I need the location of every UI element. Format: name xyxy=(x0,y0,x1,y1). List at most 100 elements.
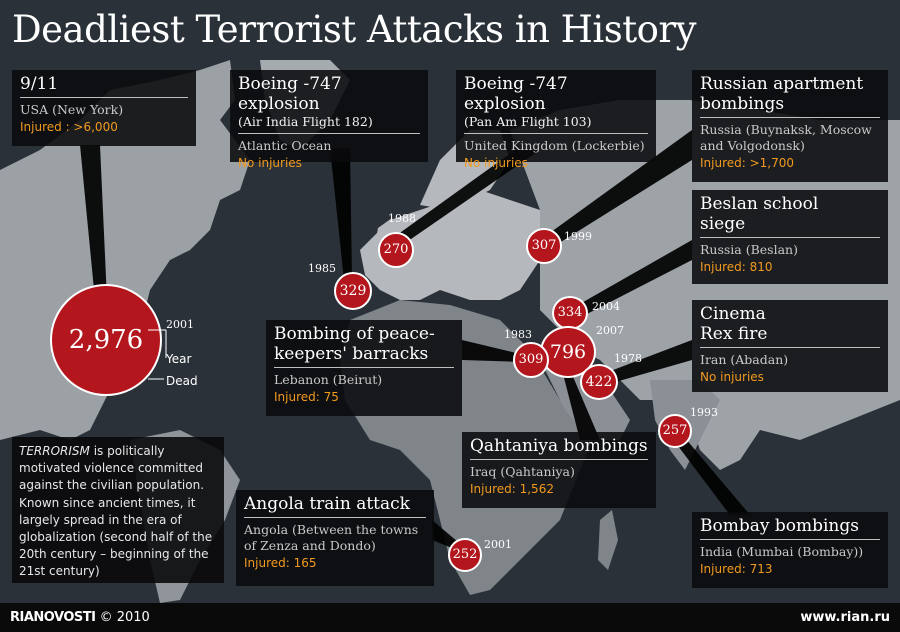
card-rex-injured: No injuries xyxy=(700,370,764,384)
marker-pan-am: 270 xyxy=(378,232,414,268)
card-angola: Angola train attack Angola (Between the … xyxy=(236,490,434,586)
pointer-rex xyxy=(600,340,692,385)
divider xyxy=(20,97,188,98)
card-qahtaniya-title: Qahtaniya bombings xyxy=(470,436,648,456)
footer: RIANOVOSTI © 2010 www.rian.ru xyxy=(0,603,900,632)
card-air-india-injured: No injuries xyxy=(238,156,302,170)
definition-line-7: 20th century – beginning of the xyxy=(19,547,209,562)
card-russian-location-1: Russia (Buynaksk, Moscow xyxy=(700,122,872,137)
card-beirut-injured: Injured: 75 xyxy=(274,390,339,404)
marker-bombay-year: 1993 xyxy=(690,406,718,419)
card-bombay-title: Bombay bombings xyxy=(700,516,859,536)
divider xyxy=(274,367,454,368)
card-qahtaniya: Qahtaniya bombings Iraq (Qahtaniya) Inju… xyxy=(462,432,656,508)
card-beirut-location: Lebanon (Beirut) xyxy=(274,372,383,387)
page-title: Deadliest Terrorist Attacks in History xyxy=(12,8,696,51)
pointer-beirut xyxy=(462,340,525,362)
card-russian-title-2: bombings xyxy=(700,94,785,114)
pointer-air-india xyxy=(330,148,352,280)
pointer-bombay xyxy=(672,432,750,515)
card-air-india-title: Boeing -747 explosion xyxy=(238,74,342,114)
card-angola-title: Angola train attack xyxy=(244,494,410,514)
card-pan-am: Boeing -747 explosion (Pan Am Flight 103… xyxy=(456,70,656,170)
marker-beslan: 334 xyxy=(552,296,588,330)
terrorism-definition: TERRORISM is politically motivated viole… xyxy=(12,437,224,583)
divider xyxy=(464,133,648,134)
divider xyxy=(238,133,420,134)
marker-air-india-year: 1985 xyxy=(308,262,336,275)
europe-landmass xyxy=(360,190,540,300)
card-beslan: Beslan school siege Russia (Beslan) Inju… xyxy=(692,190,888,284)
marker-angola: 252 xyxy=(448,538,482,572)
card-bombay-location: India (Mumbai (Bombay)) xyxy=(700,544,864,559)
definition-term: TERRORISM xyxy=(19,444,90,458)
legend-connector-lines xyxy=(148,329,167,380)
card-bombay-injured: Injured: 713 xyxy=(700,562,773,576)
card-qahtaniya-location: Iraq (Qahtaniya) xyxy=(470,464,575,479)
marker-pan-am-year: 1988 xyxy=(388,212,416,225)
marker-air-india: 329 xyxy=(334,272,372,310)
legend-year-label: Year xyxy=(166,352,192,366)
definition-line-4: Known since ancient times, it xyxy=(19,495,196,510)
card-angola-location-1: Angola (Between the towns xyxy=(244,522,419,537)
arabia-landmass xyxy=(540,360,630,440)
card-rex-title-2: Rex fire xyxy=(700,324,768,344)
card-air-india: Boeing -747 explosion (Air India Flight … xyxy=(230,70,428,170)
definition-line-2: motivated violence committed xyxy=(19,461,204,476)
marker-cinema-rex: 422 xyxy=(580,364,618,400)
marker-angola-year: 2001 xyxy=(484,538,512,551)
card-angola-location-2: of Zenza and Dondo) xyxy=(244,538,376,553)
card-pan-am-title: Boeing -747 explosion xyxy=(464,74,568,114)
card-911-injured: Injured : >6,000 xyxy=(20,120,118,134)
card-beirut-title-1: Bombing of peace- xyxy=(274,324,435,344)
definition-line-8: 21st century) xyxy=(19,564,100,579)
marker-rex-year: 1978 xyxy=(614,352,642,365)
card-bombay: Bombay bombings India (Mumbai (Bombay)) … xyxy=(692,512,888,588)
divider xyxy=(700,347,880,348)
card-russian-injured: Injured: >1,700 xyxy=(700,156,795,170)
definition-line-5: largely spread in the era of xyxy=(19,512,182,527)
divider xyxy=(700,539,880,540)
card-pan-am-location: United Kingdom (Lockerbie) xyxy=(464,138,645,153)
card-cinema-rex: Cinema Rex fire Iran (Abadan) No injurie… xyxy=(692,300,888,392)
card-911-title: 9/11 xyxy=(20,74,59,94)
footer-brand: RIANOVOSTI xyxy=(10,610,96,625)
card-russian-location-2: and Volgodonsk) xyxy=(700,138,805,153)
card-beslan-injured: Injured: 810 xyxy=(700,260,773,274)
card-beslan-location: Russia (Beslan) xyxy=(700,242,798,257)
card-pan-am-injured: No injuries xyxy=(464,156,528,170)
definition-line-6: globalization (second half of the xyxy=(19,530,213,545)
card-angola-injured: Injured: 165 xyxy=(244,556,317,570)
marker-russian-year: 1999 xyxy=(564,230,592,243)
card-rex-location: Iran (Abadan) xyxy=(700,352,789,367)
definition-line-1: is politically xyxy=(93,444,165,458)
card-rex-title-1: Cinema xyxy=(700,304,766,324)
marker-911: 2,976 xyxy=(50,284,162,396)
definition-line-3: against the civilian population. xyxy=(19,478,205,493)
marker-beslan-year: 2004 xyxy=(592,300,620,313)
pointer-pan-am xyxy=(390,150,540,248)
card-air-india-location: Atlantic Ocean xyxy=(238,138,332,153)
card-air-india-subtitle: (Air India Flight 182) xyxy=(238,114,373,129)
pointer-911 xyxy=(80,145,107,300)
footer-copyright: © 2010 xyxy=(99,610,150,625)
marker-russian-apartment: 307 xyxy=(526,228,562,264)
card-911-location: USA (New York) xyxy=(20,102,124,117)
marker-911-year: 2001 xyxy=(166,318,194,331)
divider xyxy=(244,517,426,518)
marker-beirut: 309 xyxy=(513,342,549,378)
card-pan-am-subtitle: (Pan Am Flight 103) xyxy=(464,114,592,129)
card-beslan-title-2: siege xyxy=(700,214,746,234)
divider xyxy=(470,459,648,460)
madagascar-landmass xyxy=(598,510,618,570)
card-qahtaniya-injured: Injured: 1,562 xyxy=(470,482,554,496)
card-beslan-title-1: Beslan school xyxy=(700,194,819,214)
card-beirut-title-2: keepers' barracks xyxy=(274,344,429,364)
card-russian-title-1: Russian apartment xyxy=(700,74,864,94)
legend-dead-label: Dead xyxy=(166,374,198,388)
footer-url[interactable]: www.rian.ru xyxy=(800,610,890,625)
pointer-qahtaniya xyxy=(562,365,600,440)
card-beirut: Bombing of peace- keepers' barracks Leba… xyxy=(266,320,462,416)
pointer-beslan xyxy=(578,240,692,315)
